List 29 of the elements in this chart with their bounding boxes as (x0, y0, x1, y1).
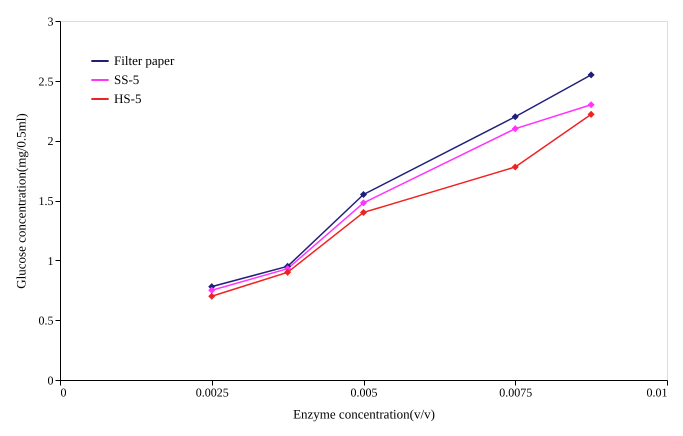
point (512, 113, 519, 120)
y-tick-label: 2 (48, 134, 54, 148)
x-tick-label: 0.005 (350, 386, 378, 400)
point (588, 71, 595, 78)
y-tick-label: 3 (48, 14, 54, 28)
x-tick-label: 0 (60, 386, 66, 400)
y-tick-label: 0 (48, 374, 54, 388)
x-tick-label: 0.0025 (196, 386, 229, 400)
legend-label: HS-5 (114, 91, 142, 106)
x-tick-label: 0.0075 (499, 386, 532, 400)
y-tick-label: 1 (48, 254, 54, 268)
point (588, 101, 595, 108)
point (588, 110, 595, 118)
point (208, 286, 216, 294)
point (360, 190, 368, 198)
point (512, 125, 519, 132)
point (360, 199, 368, 206)
legend-label: Filter paper (114, 53, 175, 68)
point (360, 208, 368, 216)
point (284, 268, 292, 276)
y-tick-label: 0.5 (38, 314, 54, 328)
y-tick-label: 1.5 (38, 194, 54, 208)
point (512, 163, 519, 171)
legend-label: SS-5 (114, 72, 140, 87)
y-axis-title: Glucose concentration(mg/0.5ml) (14, 113, 28, 289)
y-tick-label: 2.5 (38, 74, 54, 88)
point (208, 292, 216, 300)
x-tick-label: 0.01 (646, 386, 668, 400)
x-axis-title: Enzyme concentration(v/v) (293, 406, 435, 422)
